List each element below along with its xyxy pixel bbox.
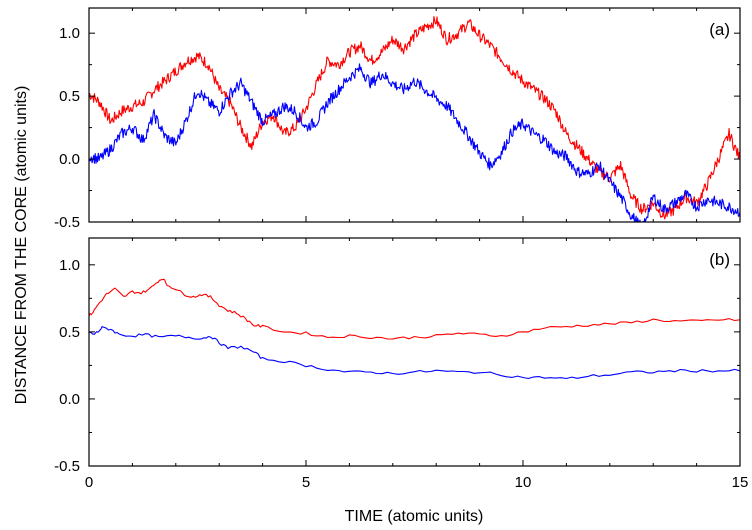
y-tick-label: 0.0 [59,151,80,168]
y-tick-label: 0.5 [59,88,80,105]
y-tick-label: 1.0 [59,257,80,274]
x-tick-label: 5 [302,474,310,491]
panel-b: -0.5 0.0 0.5 1.0 0 5 10 15 (b) [54,237,749,491]
series-line-red [89,15,740,220]
y-tick-label: -0.5 [54,458,80,475]
y-tick-label: 0.5 [59,324,80,341]
panel-label: (b) [709,250,730,269]
panel-label: (a) [709,20,730,39]
y-tick-label: -0.5 [54,214,80,231]
panel-a: -0.5 0.0 0.5 1.0 (a) [54,7,741,231]
y-axis-title: DISTANCE FROM THE CORE (atomic units) [13,86,30,405]
series-line-red [89,278,740,340]
x-tick-label: 0 [85,474,93,491]
series-line-blue [89,63,740,222]
plot-frame [88,237,741,467]
x-tick-label: 10 [515,474,532,491]
x-tick-label: 15 [732,474,749,491]
series-line-blue [89,326,740,380]
plot-frame [88,7,741,223]
y-tick-label: 0.0 [59,391,80,408]
x-axis-title: TIME (atomic units) [345,508,484,525]
y-tick-label: 1.0 [59,25,80,42]
